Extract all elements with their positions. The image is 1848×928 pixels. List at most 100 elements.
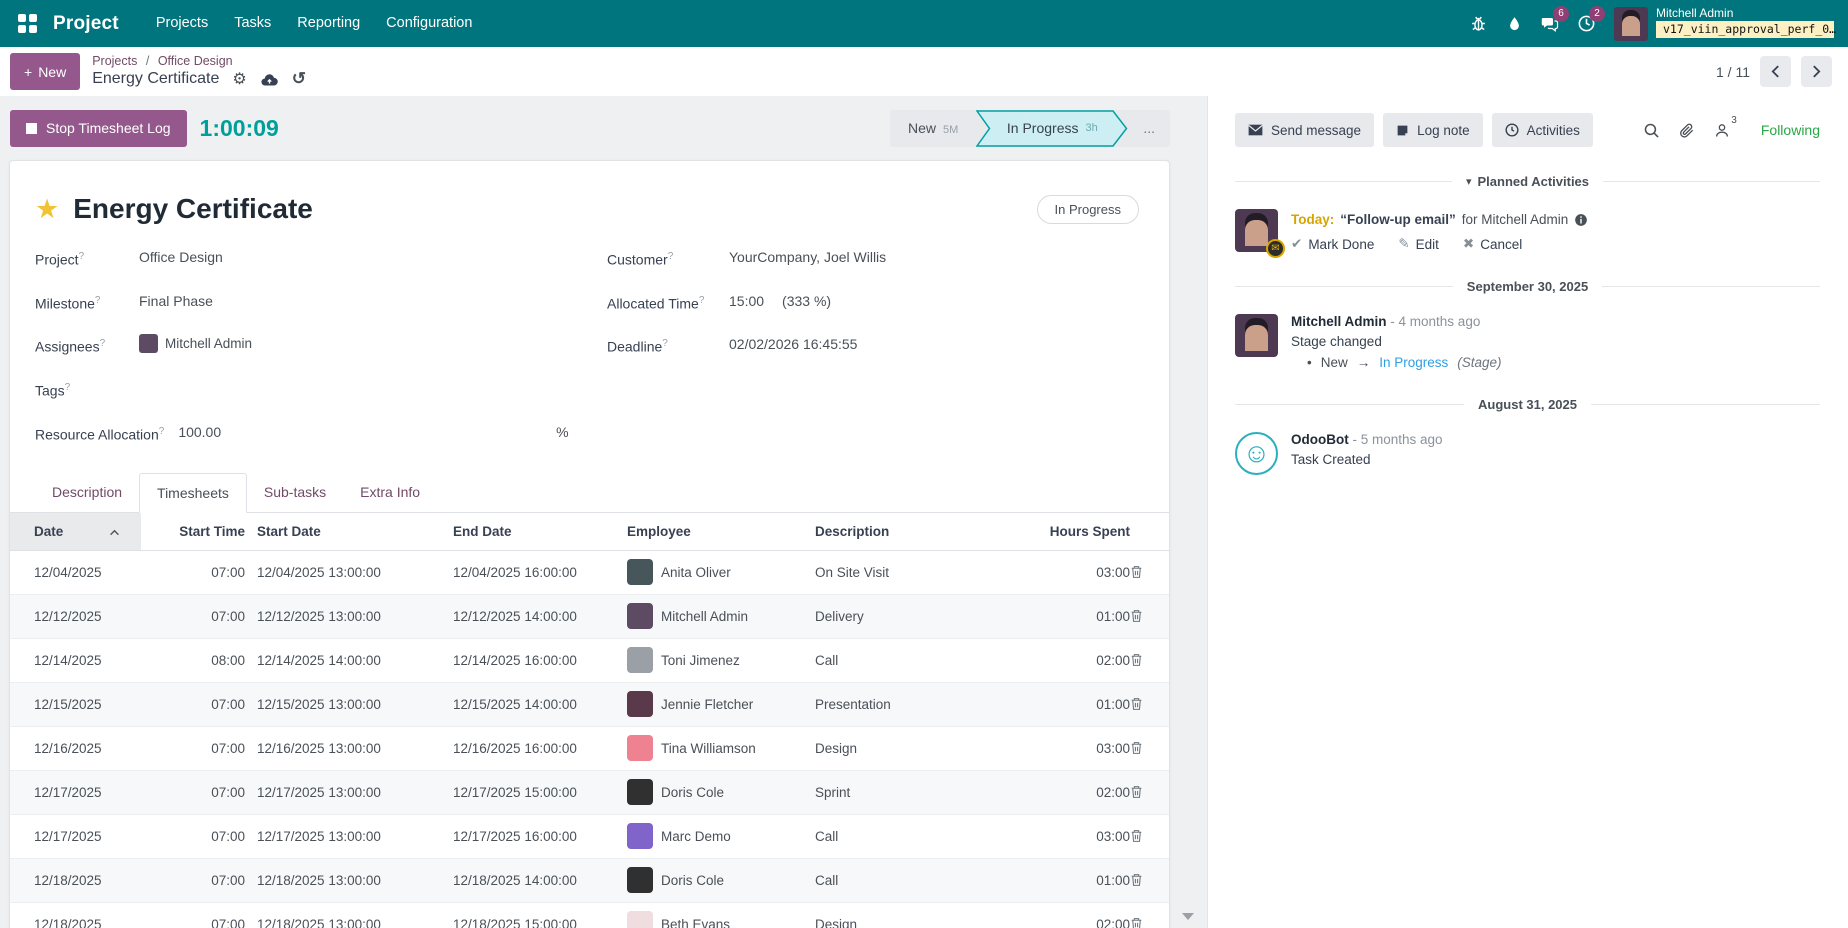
table-row[interactable]: 12/15/2025 07:00 12/15/2025 13:00:00 12/… <box>10 681 1169 727</box>
cell-employee[interactable]: Doris Cole <box>627 771 815 814</box>
cell-end-date[interactable]: 12/12/2025 14:00:00 <box>441 593 627 639</box>
gear-icon[interactable]: ⚙ <box>232 71 247 88</box>
cell-date[interactable]: 12/12/2025 <box>10 593 141 639</box>
delete-row-button[interactable] <box>1130 857 1169 903</box>
milestone-value[interactable]: Final Phase <box>139 292 213 309</box>
column-header-start-time[interactable]: Start Time <box>141 513 245 551</box>
cell-description[interactable]: Delivery <box>815 593 1040 639</box>
attachments-icon[interactable] <box>1679 122 1695 139</box>
column-header-date[interactable]: Date <box>10 513 141 551</box>
delete-row-button[interactable] <box>1130 725 1169 771</box>
cell-end-date[interactable]: 12/17/2025 15:00:00 <box>441 769 627 815</box>
activities-button[interactable]: Activities <box>1491 113 1593 147</box>
cell-hours[interactable]: 01:00 <box>1040 593 1130 639</box>
cell-employee[interactable]: Toni Jimenez <box>627 639 815 682</box>
cell-start-time[interactable]: 07:00 <box>141 725 245 771</box>
cell-date[interactable]: 12/14/2025 <box>10 637 141 683</box>
messages-icon[interactable]: 6 <box>1532 5 1569 42</box>
cell-employee[interactable]: Mitchell Admin <box>627 595 815 638</box>
cell-hours[interactable]: 02:00 <box>1040 637 1130 683</box>
stage-in-progress[interactable]: In Progress 3h <box>976 109 1128 147</box>
cell-end-date[interactable]: 12/18/2025 15:00:00 <box>441 901 627 928</box>
nav-menu-reporting[interactable]: Reporting <box>297 15 361 31</box>
debug-bug-icon[interactable] <box>1460 6 1496 42</box>
followers-icon[interactable]: 3 <box>1714 115 1737 139</box>
cell-start-time[interactable]: 07:00 <box>141 549 245 595</box>
cell-description[interactable]: Sprint <box>815 769 1040 815</box>
cell-date[interactable]: 12/17/2025 <box>10 769 141 815</box>
cell-end-date[interactable]: 12/04/2025 16:00:00 <box>441 549 627 595</box>
cell-date[interactable]: 12/04/2025 <box>10 549 141 595</box>
cell-employee[interactable]: Anita Oliver <box>627 551 815 594</box>
stage-more[interactable]: ... <box>1143 120 1155 136</box>
nav-menu-projects[interactable]: Projects <box>155 15 209 31</box>
log-note-button[interactable]: Log note <box>1383 113 1483 147</box>
cell-hours[interactable]: 03:00 <box>1040 549 1130 595</box>
cell-employee[interactable]: Doris Cole <box>627 859 815 902</box>
search-messages-icon[interactable] <box>1643 122 1660 139</box>
user-menu[interactable]: Mitchell Admin v17_viin_approval_perf_0… <box>1614 6 1836 41</box>
cell-description[interactable]: Call <box>815 857 1040 903</box>
tab-timesheets[interactable]: Timesheets <box>139 473 247 514</box>
discard-undo-icon[interactable]: ↺ <box>291 69 306 88</box>
cell-description[interactable]: Call <box>815 813 1040 859</box>
table-row[interactable]: 12/18/2025 07:00 12/18/2025 13:00:00 12/… <box>10 901 1169 928</box>
tab-subtasks[interactable]: Sub-tasks <box>263 484 327 501</box>
table-row[interactable]: 12/16/2025 07:00 12/16/2025 13:00:00 12/… <box>10 725 1169 771</box>
cell-start-date[interactable]: 12/12/2025 13:00:00 <box>245 593 441 639</box>
project-value[interactable]: Office Design <box>139 249 223 265</box>
cell-start-date[interactable]: 12/17/2025 13:00:00 <box>245 769 441 815</box>
edit-activity-button[interactable]: ✎ Edit <box>1398 236 1439 252</box>
cell-end-date[interactable]: 12/15/2025 14:00:00 <box>441 681 627 727</box>
nav-menu-configuration[interactable]: Configuration <box>386 15 473 31</box>
cell-hours[interactable]: 01:00 <box>1040 857 1130 903</box>
cell-start-date[interactable]: 12/15/2025 13:00:00 <box>245 681 441 727</box>
mark-done-button[interactable]: ✔ Mark Done <box>1291 236 1375 252</box>
cell-end-date[interactable]: 12/17/2025 16:00:00 <box>441 813 627 859</box>
activities-clock-icon[interactable]: 2 <box>1568 5 1605 42</box>
column-header-description[interactable]: Description <box>815 513 1040 551</box>
column-header-end-date[interactable]: End Date <box>441 513 627 551</box>
tab-description[interactable]: Description <box>52 484 123 501</box>
planned-activities-title[interactable]: Planned Activities <box>1477 174 1590 189</box>
cell-start-date[interactable]: 12/18/2025 13:00:00 <box>245 901 441 928</box>
cell-description[interactable]: Call <box>815 637 1040 683</box>
table-row[interactable]: 12/14/2025 08:00 12/14/2025 14:00:00 12/… <box>10 637 1169 683</box>
save-cloud-icon[interactable] <box>260 72 279 87</box>
cell-start-date[interactable]: 12/17/2025 13:00:00 <box>245 813 441 859</box>
delete-row-button[interactable] <box>1130 637 1169 683</box>
cell-date[interactable]: 12/16/2025 <box>10 725 141 771</box>
cell-start-time[interactable]: 07:00 <box>141 857 245 903</box>
cell-hours[interactable]: 02:00 <box>1040 769 1130 815</box>
breadcrumb-project-link[interactable]: Office Design <box>157 54 233 68</box>
delete-row-button[interactable] <box>1130 681 1169 727</box>
cell-date[interactable]: 12/18/2025 <box>10 857 141 903</box>
cell-start-date[interactable]: 12/16/2025 13:00:00 <box>245 725 441 771</box>
cell-date[interactable]: 12/18/2025 <box>10 901 141 928</box>
tab-extra-info[interactable]: Extra Info <box>360 484 421 501</box>
cell-end-date[interactable]: 12/18/2025 14:00:00 <box>441 857 627 903</box>
delete-row-button[interactable] <box>1130 549 1169 595</box>
cell-end-date[interactable]: 12/14/2025 16:00:00 <box>441 637 627 683</box>
resource-allocation-value[interactable]: 100.00 <box>178 423 222 440</box>
cell-description[interactable]: Design <box>815 725 1040 771</box>
droplet-icon[interactable] <box>1496 6 1532 42</box>
send-message-button[interactable]: Send message <box>1235 113 1375 147</box>
cell-start-time[interactable]: 07:00 <box>141 813 245 859</box>
app-name[interactable]: Project <box>53 12 119 34</box>
delete-row-button[interactable] <box>1130 901 1169 928</box>
pager-previous-button[interactable] <box>1760 56 1791 87</box>
table-row[interactable]: 12/17/2025 07:00 12/17/2025 13:00:00 12/… <box>10 769 1169 815</box>
stop-timesheet-button[interactable]: Stop Timesheet Log <box>10 109 187 147</box>
cell-end-date[interactable]: 12/16/2025 16:00:00 <box>441 725 627 771</box>
cell-date[interactable]: 12/15/2025 <box>10 681 141 727</box>
cell-employee[interactable]: Marc Demo <box>627 815 815 858</box>
breadcrumb-projects-link[interactable]: Projects <box>92 54 138 68</box>
assignee-value[interactable]: Mitchell Admin <box>139 334 252 354</box>
message-author[interactable]: Mitchell Admin <box>1291 314 1387 329</box>
nav-menu-tasks[interactable]: Tasks <box>234 15 272 31</box>
cell-date[interactable]: 12/17/2025 <box>10 813 141 859</box>
following-button[interactable]: Following <box>1760 122 1820 138</box>
cell-description[interactable]: On Site Visit <box>815 549 1040 595</box>
column-header-employee[interactable]: Employee <box>627 513 815 551</box>
